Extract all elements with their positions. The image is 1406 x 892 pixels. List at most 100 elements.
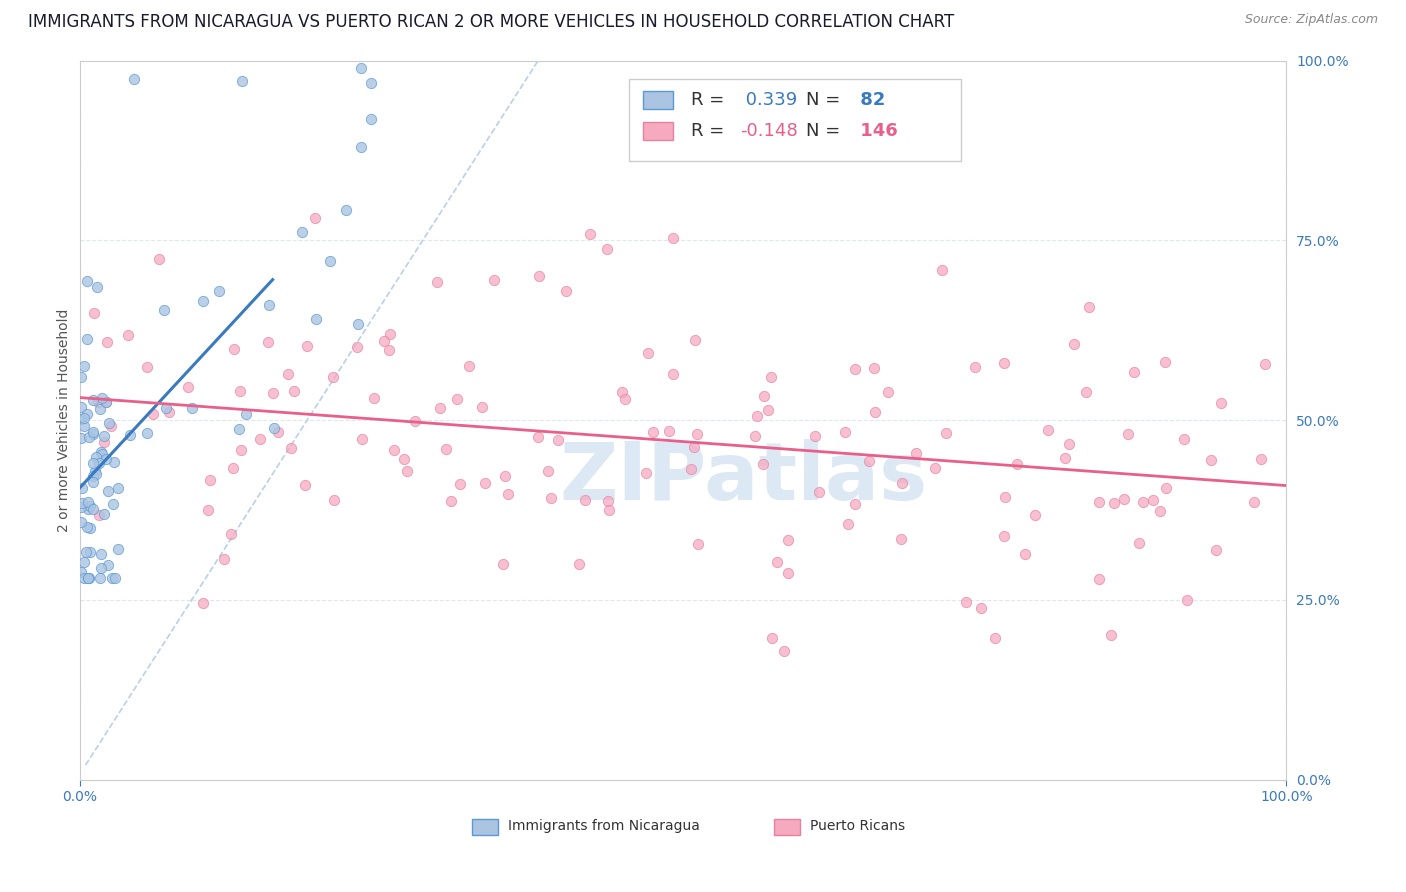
Point [395,464,418,478]
Point [471,400,494,414]
Point [94,395,117,409]
Point [136,359,159,374]
Point [224,342,246,356]
Point [73,555,96,569]
Point [527,269,550,284]
Point [79,499,101,513]
Point [77,430,100,444]
Point [79,545,101,559]
Point [263,421,285,435]
Point [527,430,550,444]
Point [73,571,96,585]
Point [77,502,100,516]
Point [191,596,214,610]
Point [69,400,91,414]
Text: Puerto Ricans: Puerto Ricans [810,819,905,833]
Point [1014,547,1036,561]
Point [70,481,93,495]
Point [84,450,107,464]
Point [685,333,707,347]
Point [598,503,620,517]
Point [75,545,97,559]
Point [1074,385,1097,400]
Point [180,401,202,416]
FancyBboxPatch shape [643,91,673,109]
Point [96,334,118,349]
Point [377,343,399,357]
Point [595,242,617,256]
Point [73,419,96,434]
Point [1088,572,1111,586]
Point [96,395,118,409]
Point [778,533,800,547]
Text: Immigrants from Nicaragua: Immigrants from Nicaragua [508,819,700,833]
Text: 82: 82 [855,91,886,109]
Point [107,542,129,557]
Point [79,521,101,535]
Point [322,492,344,507]
Point [321,370,343,384]
Point [1250,451,1272,466]
Point [446,392,468,406]
Point [70,496,93,510]
Point [804,428,827,442]
Point [89,401,111,416]
Point [1123,365,1146,379]
Text: ZIPatlas: ZIPatlas [560,439,928,516]
Point [69,431,91,445]
Point [685,427,707,442]
Point [87,456,110,470]
Point [449,476,471,491]
Point [93,507,115,521]
Point [496,487,519,501]
Point [688,537,710,551]
Point [77,571,100,585]
Point [905,445,928,459]
Point [931,262,953,277]
Point [844,497,866,511]
Point [219,526,242,541]
Point [83,306,105,320]
Point [294,477,316,491]
Point [1154,481,1177,495]
Point [73,359,96,374]
Point [283,384,305,398]
Point [97,558,120,572]
Point [257,298,280,312]
Point [993,356,1015,370]
Point [1078,300,1101,314]
FancyBboxPatch shape [643,122,673,140]
Point [197,502,219,516]
Point [1053,451,1076,466]
Point [1142,493,1164,508]
Point [935,425,957,440]
Point [87,508,110,522]
Point [440,494,463,508]
Point [661,367,683,381]
Point [117,328,139,343]
Point [1243,495,1265,509]
Point [891,476,914,491]
Point [360,112,382,126]
Point [249,432,271,446]
Point [84,467,107,481]
Point [101,571,124,585]
Point [280,441,302,455]
Point [1199,452,1222,467]
Point [394,451,416,466]
Point [837,517,859,532]
Point [759,369,782,384]
Point [222,461,245,475]
Point [458,359,481,373]
Point [658,424,681,438]
Point [1149,503,1171,517]
Point [82,475,104,489]
Point [104,571,127,585]
Point [1132,495,1154,509]
Point [231,74,253,88]
Point [177,379,200,393]
Point [101,497,124,511]
Point [380,326,402,341]
Point [613,392,636,407]
Point [76,274,98,288]
